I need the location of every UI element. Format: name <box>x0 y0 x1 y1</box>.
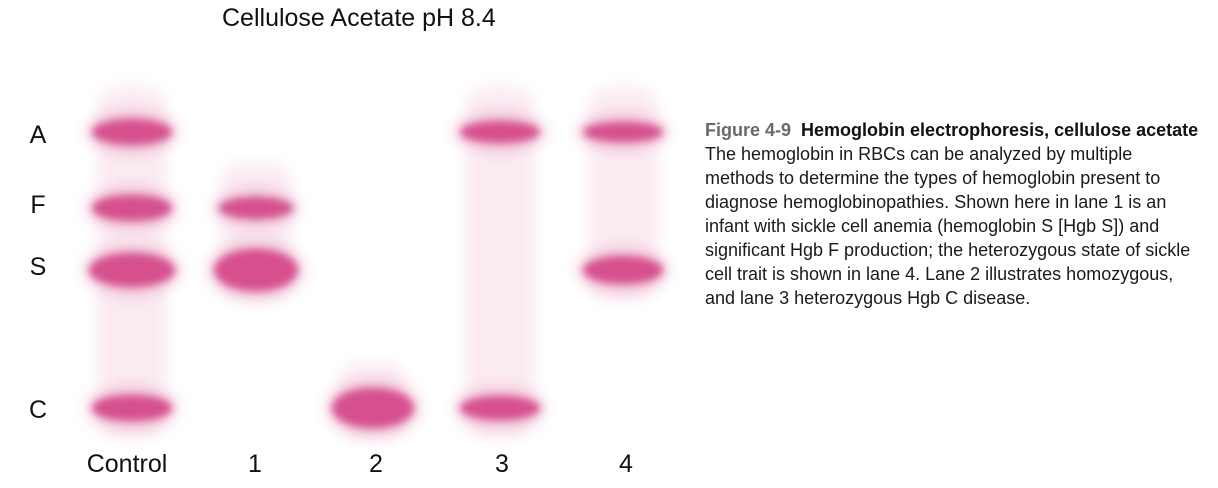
figure-number: Figure 4-9 <box>705 120 792 140</box>
band-2-c <box>332 388 414 428</box>
row-label-a: A <box>29 121 47 149</box>
band-1-s <box>214 249 298 291</box>
band-3-c <box>460 396 540 420</box>
band-control-a <box>92 119 172 145</box>
lane-label-control: Control <box>86 450 168 478</box>
figure-title: Hemoglobin electrophoresis, cellulose ac… <box>801 120 1199 140</box>
lane-smear-3 <box>466 87 534 438</box>
band-control-c <box>92 395 172 421</box>
band-4-s <box>583 256 663 284</box>
lane-label-2: 2 <box>369 450 383 478</box>
row-label-f: F <box>30 191 46 219</box>
band-control-s <box>89 253 175 287</box>
band-1-f <box>219 197 293 219</box>
row-label-s: S <box>29 253 47 281</box>
band-4-a <box>583 122 663 142</box>
band-control-f <box>92 195 172 221</box>
electrophoresis-gel <box>83 87 669 438</box>
row-label-c: C <box>28 396 48 424</box>
band-3-a <box>460 121 540 143</box>
lane-label-3: 3 <box>495 450 509 478</box>
figure-caption: Figure 4-9 Hemoglobin electrophoresis, c… <box>705 118 1205 310</box>
caption-heading: Figure 4-9 Hemoglobin electrophoresis, c… <box>705 118 1205 142</box>
gel-title: Cellulose Acetate pH 8.4 <box>222 4 496 32</box>
lane-label-4: 4 <box>619 450 633 478</box>
caption-body: The hemoglobin in RBCs can be analyzed b… <box>705 144 1191 308</box>
lane-label-1: 1 <box>248 450 262 478</box>
